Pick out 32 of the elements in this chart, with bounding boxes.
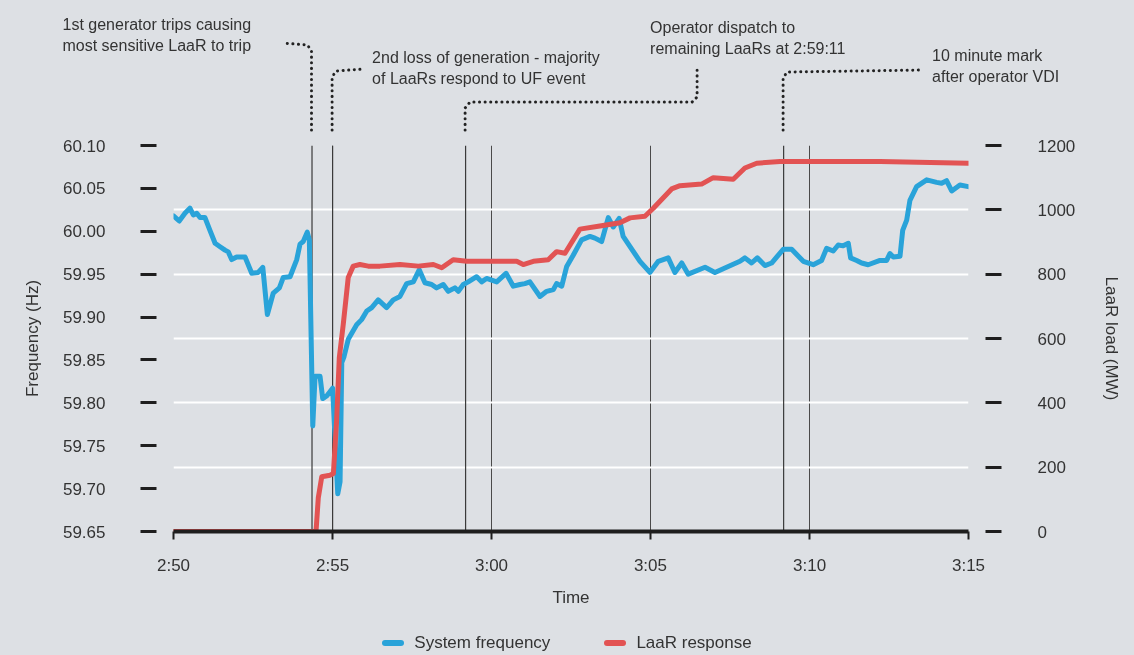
legend-label: LaaR response xyxy=(636,632,752,654)
y-tick-label: 60.05 xyxy=(62,179,106,199)
y-tick-label: 60.00 xyxy=(62,222,106,242)
y2-tick-label: 1000 xyxy=(1037,200,1076,220)
text: 2nd loss of generation - majority of LaaRs respond to UF event xyxy=(372,48,600,89)
legend-label: System frequency xyxy=(414,632,551,654)
x-tick-label: 3:15 xyxy=(951,555,986,575)
y-tick-label: 59.95 xyxy=(62,265,106,285)
y-tick-label: 59.80 xyxy=(62,393,106,413)
y-tick-label: 59.65 xyxy=(62,522,106,542)
y2-tick-label: 1200 xyxy=(1037,136,1076,156)
y2-tick-label: 0 xyxy=(1037,522,1047,542)
x-tick-label: 3:10 xyxy=(793,555,827,575)
y-tick-label: 60.10 xyxy=(62,136,106,156)
text: 1st generator trips causing most sensitive LaaR to trip xyxy=(62,15,252,56)
text: Operator dispatch to remaining LaaRs at 2:59:11 xyxy=(650,18,846,59)
text: 10 minute mark after operator VDI xyxy=(932,46,1060,87)
y-tick-label: 59.75 xyxy=(62,436,106,456)
y-tick-label: 59.70 xyxy=(62,479,106,499)
x-tick-label: 2:55 xyxy=(316,555,350,575)
y2-axis-title: LaaR load (MW) xyxy=(1102,276,1122,401)
x-axis-title: Time xyxy=(552,587,590,607)
y-tick-label: 59.85 xyxy=(62,350,106,370)
y2-tick-label: 400 xyxy=(1037,393,1066,413)
x-tick-label: 2:50 xyxy=(156,555,191,575)
y-axis-title: Frequency (Hz) xyxy=(22,279,42,398)
x-tick-label: 3:00 xyxy=(474,555,509,575)
y2-tick-label: 800 xyxy=(1037,265,1066,285)
y2-tick-label: 200 xyxy=(1037,458,1066,478)
y-tick-label: 59.90 xyxy=(62,308,106,328)
x-tick-label: 3:05 xyxy=(633,555,668,575)
y2-tick-label: 600 xyxy=(1037,329,1066,349)
